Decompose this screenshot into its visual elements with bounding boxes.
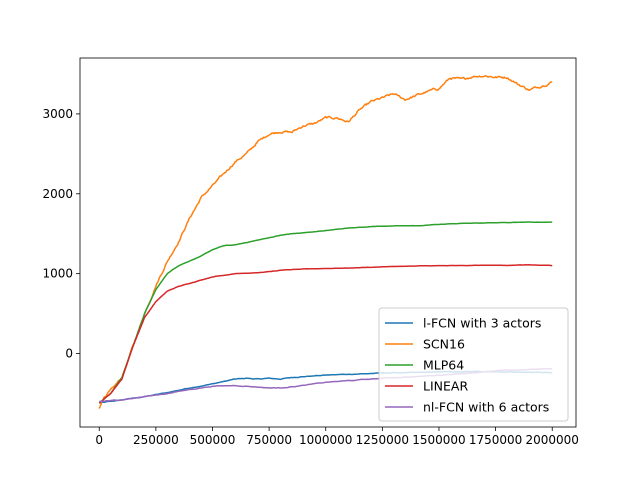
legend-box: [378, 307, 569, 422]
legend-label: nl-FCN with 6 actors: [423, 400, 549, 415]
axes: 0 250000 500000 750000 1000000 1250000 1500000…: [42, 107, 578, 447]
x-tick-label: 1000000: [299, 433, 352, 447]
x-tick-label: 1250000: [356, 433, 409, 447]
x-tick-label: 0: [95, 433, 103, 447]
y-tick-label: 3000: [42, 107, 73, 121]
x-tick-label: 1500000: [412, 433, 465, 447]
x-tick-label: 500000: [190, 433, 236, 447]
legend-label: l-FCN with 3 actors: [423, 316, 541, 331]
x-tick-label: 750000: [246, 433, 292, 447]
legend-label: SCN16: [423, 337, 465, 352]
plot-frame: [79, 57, 577, 428]
y-tick-label: 0: [65, 347, 73, 361]
legend: l-FCN with 3 actors SCN16 MLP64 LINEAR nl-FC…: [378, 307, 569, 422]
x-tick-label: 1750000: [469, 433, 522, 447]
y-tick-label: 1000: [42, 267, 73, 281]
x-tick-label: 2000000: [525, 433, 578, 447]
series-line-2: [98, 221, 553, 404]
y-tick-label: 2000: [42, 187, 73, 201]
legend-label: LINEAR: [423, 379, 468, 394]
x-tick-label: 250000: [133, 433, 179, 447]
legend-label: MLP64: [423, 358, 464, 373]
series-line-3: [98, 264, 553, 404]
series-line-1: [98, 75, 553, 409]
